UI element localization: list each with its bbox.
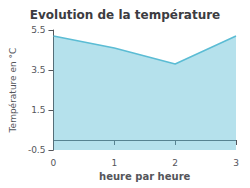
svg-text:1.5: 1.5 [31,105,45,115]
svg-text:0: 0 [51,158,57,168]
svg-text:5.5: 5.5 [31,25,45,35]
svg-text:Evolution de la température: Evolution de la température [30,8,221,22]
svg-text:1: 1 [111,158,117,168]
svg-text:heure par heure: heure par heure [99,171,190,182]
svg-text:-0.5: -0.5 [28,145,46,155]
svg-text:Température en °C: Température en °C [8,48,18,134]
svg-text:3: 3 [233,158,239,168]
svg-text:3.5: 3.5 [31,65,45,75]
svg-text:2: 2 [172,158,178,168]
